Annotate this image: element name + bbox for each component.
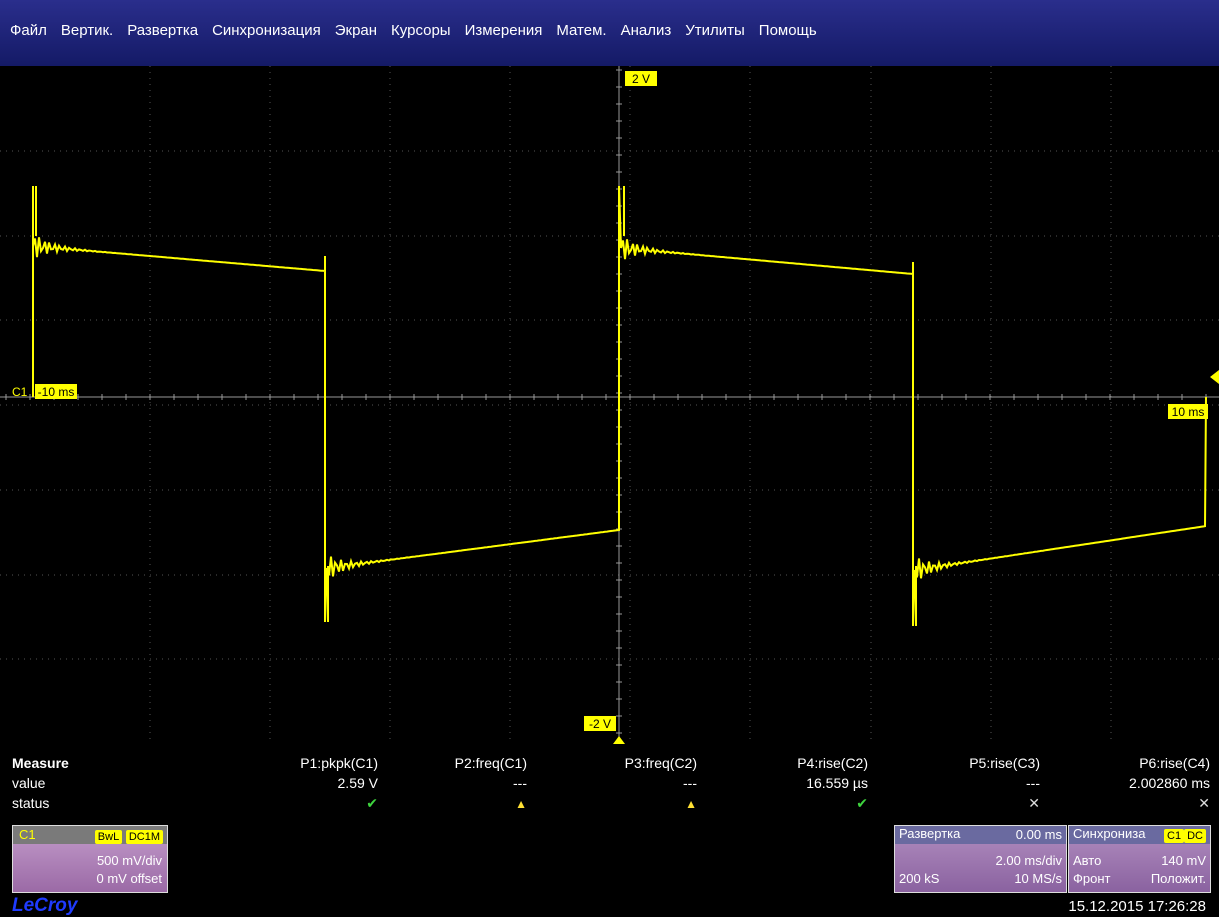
param-4-status-icon: ✔ xyxy=(856,795,868,811)
menu-item-9[interactable]: Утилиты xyxy=(685,22,745,39)
left-time-text: -10 ms xyxy=(38,385,75,399)
sample-count: 200 kS xyxy=(899,871,940,886)
left-time-label: C1 -10 ms xyxy=(12,384,77,399)
menu-item-8[interactable]: Анализ xyxy=(620,22,672,39)
param-6-name: P6:rise(C4) xyxy=(1139,755,1210,771)
menu-item-5[interactable]: Курсоры xyxy=(391,22,451,39)
footer: LeCroy 15.12.2015 17:26:28 xyxy=(0,893,1219,917)
menu-item-6[interactable]: Измерения xyxy=(464,22,543,39)
param-4-value: 16.559 µs xyxy=(806,775,868,791)
param-2-value: --- xyxy=(513,775,527,791)
trigger-source-tag: C1 xyxy=(1164,829,1185,843)
param-5-name: P5:rise(C3) xyxy=(969,755,1040,771)
trigger-level-marker[interactable] xyxy=(1210,370,1219,384)
bwl-tag: BwL xyxy=(94,830,123,844)
lecroy-logo: LeCroy xyxy=(12,895,78,916)
trigger-mode: Авто xyxy=(1073,853,1102,868)
measure-title: Measure xyxy=(12,755,69,771)
timebase-delay: 0.00 ms xyxy=(1015,827,1062,842)
waveform-grid[interactable]: 2 V -2 V C1 -10 ms 10 ms xyxy=(0,66,1219,744)
trigger-coupling-tag: DC xyxy=(1184,829,1206,843)
bottom-voltage-label: -2 V xyxy=(584,716,616,731)
trigger-level: 140 mV xyxy=(1161,853,1206,868)
coupling-tag: DC1M xyxy=(125,830,163,844)
timebase-title: Развертка xyxy=(899,826,961,841)
timebase-box[interactable]: Развертка 0.00 ms 2.00 ms/div 200 kS 10 … xyxy=(894,825,1067,893)
menu-item-1[interactable]: Вертик. xyxy=(60,22,114,39)
param-2-status-icon: ▲ xyxy=(515,797,527,811)
trigger-title: Синхрониза xyxy=(1073,826,1146,841)
time-per-div: 2.00 ms/div xyxy=(995,853,1062,868)
sample-rate: 10 MS/s xyxy=(1014,871,1062,886)
top-voltage-label: 2 V xyxy=(625,71,657,86)
menu-bar: Файл Вертик. Развертка Синхронизация Экран Ку… xyxy=(0,0,1219,66)
param-1-status-icon: ✔ xyxy=(366,795,378,811)
menu-item-0[interactable]: Файл xyxy=(10,22,47,39)
param-5-status-icon: ✕ xyxy=(1028,795,1040,811)
param-1-value: 2.59 V xyxy=(337,775,378,791)
menu-item-10[interactable]: Помощь xyxy=(758,22,817,39)
trigger-position-marker[interactable] xyxy=(613,736,625,744)
channel-c1-box[interactable]: C1 BwL DC1M 500 mV/div 0 mV offset xyxy=(12,825,168,893)
param-3-name: P3:freq(C2) xyxy=(624,755,697,771)
param-2-name: P2:freq(C1) xyxy=(454,755,527,771)
right-time-label: 10 ms xyxy=(1168,404,1208,419)
menu-item-4[interactable]: Экран xyxy=(334,22,378,39)
param-3-value: --- xyxy=(683,775,697,791)
menu-item-3[interactable]: Синхронизация xyxy=(212,22,321,39)
bottom-voltage-text: -2 V xyxy=(589,717,611,731)
menu-item-2[interactable]: Развертка xyxy=(127,22,199,39)
status-row-label: status xyxy=(12,795,50,811)
param-5-value: --- xyxy=(1026,775,1040,791)
trigger-slope: Положит. xyxy=(1150,871,1206,886)
measure-panel: Measure value status P1:pkpk(C1) 2.59 V ✔ P… xyxy=(0,747,1219,823)
timestamp: 15.12.2015 17:26:28 xyxy=(1068,898,1206,915)
value-row-label: value xyxy=(12,775,46,791)
param-4-name: P4:rise(C2) xyxy=(797,755,868,771)
channel-name: C1 xyxy=(19,827,36,842)
offset-value: 0 mV offset xyxy=(96,871,162,886)
top-voltage-text: 2 V xyxy=(632,72,650,86)
param-6-status-icon: ✕ xyxy=(1198,795,1210,811)
menu-item-7[interactable]: Матем. xyxy=(556,22,607,39)
trigger-box[interactable]: Синхрониза C1 DC Авто 140 mV Фронт Положи… xyxy=(1068,825,1211,893)
c1-trace xyxy=(32,185,1207,627)
param-6-value: 2.002860 ms xyxy=(1129,775,1210,791)
channel-marker[interactable]: C1 xyxy=(12,385,28,399)
right-time-text: 10 ms xyxy=(1172,405,1205,419)
volts-per-div: 500 mV/div xyxy=(96,853,162,868)
param-3-status-icon: ▲ xyxy=(685,797,697,811)
trigger-type: Фронт xyxy=(1073,871,1111,886)
param-1-name: P1:pkpk(C1) xyxy=(300,755,378,771)
